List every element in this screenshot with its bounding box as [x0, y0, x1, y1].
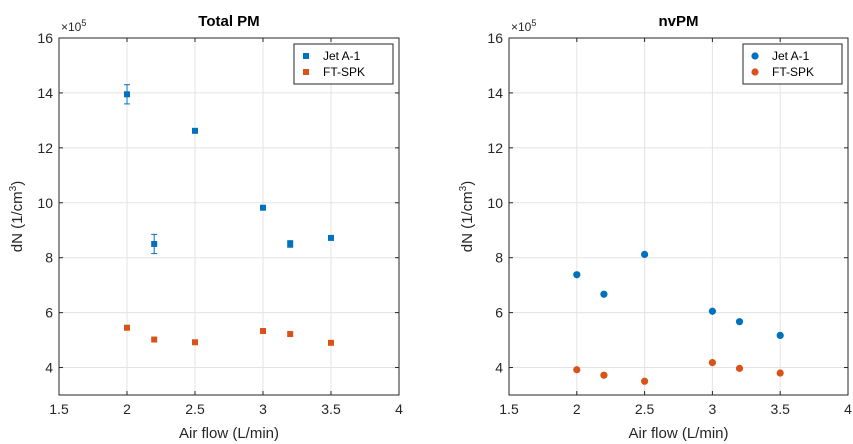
- data-point: [641, 250, 649, 258]
- y-tick-label: 16: [37, 30, 53, 46]
- data-point: [260, 328, 266, 335]
- x-tick-label: 3.5: [321, 401, 341, 417]
- x-tick-label: 2: [573, 401, 581, 417]
- y-exponent-label: ×105: [61, 18, 86, 34]
- y-tick-label: 8: [45, 250, 53, 266]
- y-tick-label: 10: [487, 195, 503, 211]
- data-point: [573, 271, 581, 279]
- data-point: [735, 364, 744, 372]
- data-point: [124, 324, 130, 331]
- x-tick-label: 2: [123, 401, 131, 417]
- legend: Jet A-1 FT-SPK: [293, 43, 394, 85]
- data-point: [776, 369, 784, 377]
- y-tick-label: 10: [37, 195, 53, 211]
- legend-label: FT-SPK: [772, 65, 814, 79]
- y-tick-label: 8: [495, 250, 503, 266]
- y-axis-label: dN (1/cm3): [458, 181, 476, 252]
- chart-panel-2: 1.5 2 2.5 3 3.5 4 4 6 8 10 12 14 16 ×105 nvPM Air flow …: [458, 13, 852, 442]
- x-tick-label: 2.5: [185, 401, 205, 417]
- data-point: [735, 318, 744, 326]
- legend-marker: [751, 52, 759, 60]
- series-1: [573, 250, 784, 340]
- x-tick-label: 3: [259, 401, 267, 417]
- axes-box: [508, 37, 849, 396]
- series-2: [124, 324, 334, 346]
- legend-box: [742, 43, 843, 85]
- data-point: [124, 91, 130, 98]
- x-tick-label: 4: [844, 401, 852, 417]
- y-tick-label: 6: [45, 305, 53, 321]
- chart-panel-1: 1.5 2 2.5 3 3.5 4 4 6 8 10 12 14 16 ×105 Total PM Air f…: [8, 13, 403, 442]
- axes-box: [58, 37, 400, 396]
- x-tick-label: 3.5: [770, 401, 790, 417]
- data-point: [151, 336, 158, 343]
- data-point: [328, 234, 334, 241]
- data-point: [260, 204, 266, 211]
- data-point: [641, 377, 649, 385]
- legend-marker: [303, 69, 309, 75]
- data-point: [708, 358, 717, 367]
- legend-box: [293, 43, 394, 85]
- y-tick-label: 4: [45, 360, 53, 376]
- data-point: [776, 331, 784, 340]
- data-point: [708, 307, 717, 315]
- series-2: [573, 358, 784, 385]
- x-tick-label: 2.5: [635, 401, 655, 417]
- y-tick-label: 16: [487, 30, 503, 46]
- y-exponent-label: ×105: [511, 18, 536, 34]
- legend-label: Jet A-1: [772, 49, 810, 63]
- x-axis-label: Air flow (L/min): [179, 425, 279, 442]
- x-tick-label: 1.5: [499, 401, 519, 417]
- y-tick-label: 12: [37, 140, 53, 156]
- data-point: [287, 240, 294, 247]
- data-point: [151, 240, 158, 247]
- y-tick-label: 12: [487, 140, 503, 156]
- data-point: [600, 371, 608, 379]
- plot-area: [509, 38, 848, 395]
- data-point: [600, 290, 608, 298]
- y-tick-label: 14: [37, 85, 53, 101]
- x-tick-label: 3: [709, 401, 717, 417]
- data-point: [573, 366, 581, 374]
- y-tick-label: 4: [495, 360, 503, 376]
- legend-label: FT-SPK: [323, 65, 365, 79]
- data-point: [192, 127, 198, 134]
- x-tick-label: 1.5: [49, 401, 69, 417]
- charts-root: 1.5 2 2.5 3 3.5 4 4 6 8 10 12 14 16 ×105 Total PM Air f…: [8, 13, 852, 442]
- data-point: [328, 339, 334, 346]
- legend: Jet A-1 FT-SPK: [742, 43, 843, 85]
- y-tick-label: 14: [487, 85, 503, 101]
- chart-title: Total PM: [198, 13, 259, 30]
- legend-label: Jet A-1: [323, 49, 361, 63]
- legend-marker: [751, 68, 759, 76]
- data-point: [192, 339, 198, 346]
- x-axis-label: Air flow (L/min): [628, 425, 728, 442]
- y-tick-label: 6: [495, 305, 503, 321]
- chart-title: nvPM: [658, 13, 698, 30]
- y-axis-label: dN (1/cm3): [8, 181, 26, 252]
- legend-marker: [303, 53, 309, 59]
- data-point: [287, 331, 294, 338]
- series-1: [124, 84, 334, 255]
- x-tick-label: 4: [395, 401, 403, 417]
- plot-area: [59, 38, 399, 395]
